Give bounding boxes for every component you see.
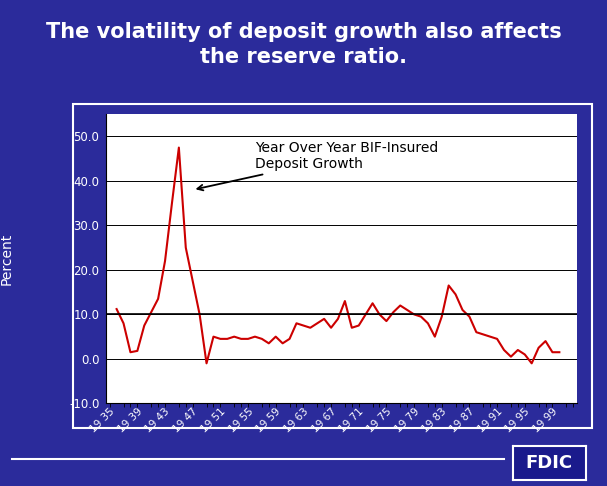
Text: Year Over Year BIF-Insured
Deposit Growth: Year Over Year BIF-Insured Deposit Growt… bbox=[197, 141, 438, 191]
Y-axis label: Percent: Percent bbox=[0, 233, 13, 285]
Text: The volatility of deposit growth also affects
the reserve ratio.: The volatility of deposit growth also af… bbox=[46, 22, 561, 67]
Text: FDIC: FDIC bbox=[526, 454, 573, 472]
